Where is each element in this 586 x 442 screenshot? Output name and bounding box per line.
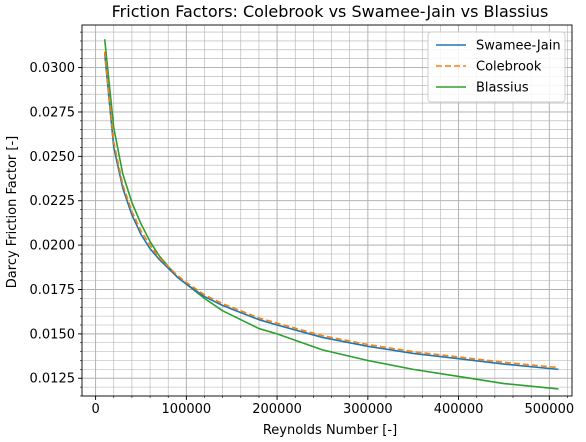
legend: Swamee-Jain Colebrook Blassius [427, 31, 566, 103]
y-tick-label: 0.0300 [30, 61, 76, 76]
series-line-swamee-jain [103, 53, 559, 371]
legend-label: Blassius [476, 81, 529, 96]
x-tick-label: 0 [91, 402, 99, 417]
x-tick-label: 200000 [252, 402, 302, 417]
x-tick-label: 300000 [343, 402, 393, 417]
y-tick-label: 0.0200 [30, 239, 76, 254]
x-tick-label: 500000 [524, 402, 574, 417]
y-tick-label: 0.0125 [30, 372, 76, 387]
y-tick-label: 0.0250 [30, 150, 76, 165]
x-axis: 0 100000 200000 300000 400000 500000 [91, 396, 574, 417]
legend-label: Colebrook [476, 60, 542, 75]
plot-frame [81, 24, 573, 397]
chart-title: Friction Factors: Colebrook vs Swamee-Ja… [112, 2, 549, 21]
y-axis-label: Darcy Friction Factor [-] [5, 136, 20, 288]
series-layer [103, 39, 559, 390]
y-axis: 0.0125 0.0150 0.0175 0.0200 0.0225 0.0250 0.02… [30, 31, 82, 397]
legend-label: Swamee-Jain [476, 39, 561, 54]
series-line-blassius [103, 39, 559, 390]
y-tick-label: 0.0150 [30, 327, 76, 342]
y-tick-label: 0.0275 [30, 105, 76, 120]
y-tick-label: 0.0225 [30, 194, 76, 209]
y-tick-label: 0.0175 [30, 283, 76, 298]
x-tick-label: 100000 [162, 402, 212, 417]
series-line-colebrook [103, 51, 559, 369]
legend-box [427, 31, 566, 103]
x-axis-label: Reynolds Number [-] [263, 423, 397, 438]
x-tick-label: 400000 [434, 402, 484, 417]
